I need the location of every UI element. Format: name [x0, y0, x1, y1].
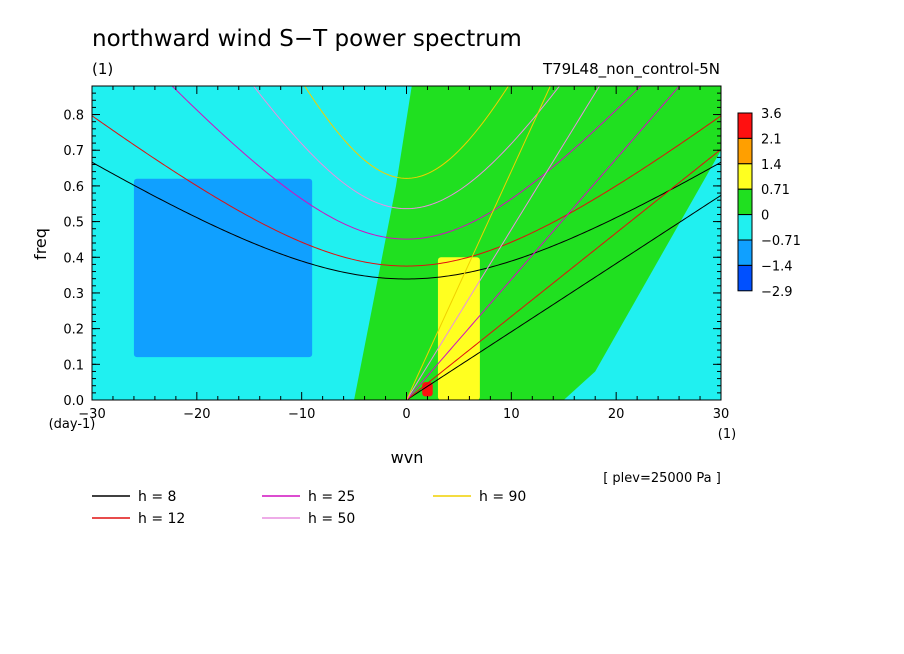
colorbar-label: 3.6 — [761, 107, 782, 122]
legend-label: h = 50 — [308, 511, 355, 527]
colorbar-swatch — [737, 112, 753, 139]
field-region-yellow — [437, 257, 480, 400]
legend-label: h = 25 — [308, 489, 355, 505]
legend-label: h = 90 — [479, 489, 526, 505]
kelvin-curve-h90 — [406, 86, 551, 400]
kelvin-curve-h8 — [406, 194, 721, 400]
colorbar-swatch — [737, 264, 753, 292]
y-tick-label: 0.0 — [63, 394, 84, 409]
x-tick-label: 30 — [713, 407, 730, 422]
colorbar-swatch — [737, 188, 753, 216]
y-unit: (day-1) — [49, 417, 96, 432]
x-axis: −30 −20 −10 0 10 20 30 — [78, 86, 729, 422]
legend: h = 8 h = 12 h = 25 h = 50 h = 90 — [92, 489, 526, 527]
y-tick-label: 0.8 — [63, 109, 84, 124]
x-tick-label: 20 — [608, 407, 625, 422]
colorbar-swatch — [737, 163, 753, 190]
colorbar-swatch — [737, 239, 753, 266]
y-tick-label: 0.7 — [63, 144, 84, 159]
gravity-curve-h25 — [171, 86, 642, 240]
plot-area — [91, 85, 722, 401]
x-tick-label: −20 — [183, 407, 210, 422]
gravity-curve-h12 — [92, 115, 721, 267]
kelvin-curve-h12 — [406, 148, 721, 400]
colorbar-label: 2.1 — [761, 132, 782, 147]
y-tick-label: 0.6 — [63, 180, 84, 195]
legend-label: h = 12 — [138, 511, 185, 527]
x-tick-label: −10 — [288, 407, 315, 422]
colorbar-label: −1.4 — [761, 259, 793, 274]
power-field — [133, 86, 721, 400]
kelvin-curve-h25 — [406, 86, 681, 400]
chart-subtitle-right: T79L48_non_control-5N — [542, 60, 720, 79]
colorbar-swatch — [737, 214, 753, 241]
y-axis: 0.0 0.1 0.2 0.3 0.4 0.5 0.6 0.7 0.8 — [63, 92, 721, 409]
legend-label: h = 8 — [138, 489, 176, 505]
colorbar-label: 1.4 — [761, 158, 782, 173]
x-unit: (1) — [718, 427, 736, 442]
chart-title: northward wind S−T power spectrum — [92, 26, 522, 52]
field-region-blue — [133, 178, 313, 358]
gravity-curve-h50 — [252, 86, 561, 210]
gravity-curve-h90 — [304, 86, 509, 179]
y-tick-label: 0.1 — [63, 358, 84, 373]
x-tick-label: 0 — [402, 407, 410, 422]
chart-subtitle-left: (1) — [92, 60, 113, 78]
dispersion-curves — [92, 86, 721, 400]
x-tick-label: 10 — [503, 407, 520, 422]
colorbar-swatch — [737, 137, 753, 165]
y-tick-label: 0.5 — [63, 216, 84, 231]
y-tick-label: 0.3 — [63, 287, 84, 302]
y-tick-label: 0.4 — [63, 251, 84, 266]
x-axis-label: wvn — [391, 448, 424, 467]
colorbar-label: 0.71 — [761, 183, 790, 198]
colorbar-label: 0 — [761, 209, 769, 224]
y-axis-label: freq — [31, 228, 50, 260]
pressure-level-annotation: [ plev=25000 Pa ] — [603, 471, 721, 486]
kelvin-curve-h50 — [406, 86, 601, 400]
x-tick-label: −30 — [78, 407, 105, 422]
colorbar-label: −0.71 — [761, 234, 801, 249]
colorbar: 3.6 2.1 1.4 0.71 0 −0.71 −1.4 −2.9 — [737, 107, 801, 300]
gravity-curve-h8 — [92, 161, 721, 280]
colorbar-label: −2.9 — [761, 285, 793, 300]
y-tick-label: 0.2 — [63, 323, 84, 338]
